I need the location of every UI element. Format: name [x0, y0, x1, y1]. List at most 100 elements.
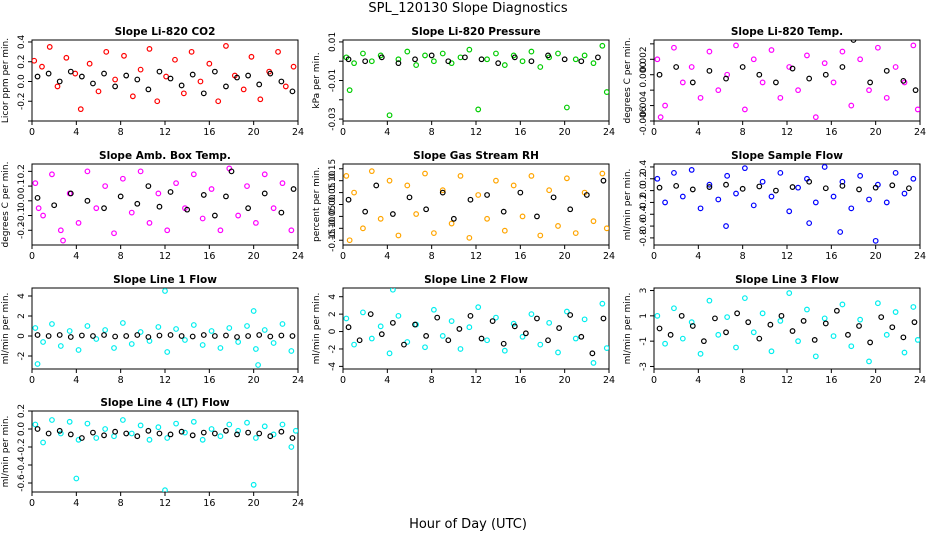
data-point — [448, 220, 455, 227]
y-tick-label: 1 — [639, 313, 649, 319]
x-tick-label: 12 — [159, 251, 171, 262]
data-point-black — [739, 185, 746, 192]
data-point-black — [223, 332, 229, 339]
y-tick-label: -0.006 — [639, 106, 649, 135]
data-point-black — [706, 67, 713, 74]
data-point-black — [478, 56, 485, 63]
data-point — [290, 63, 297, 70]
data-point-black — [256, 332, 263, 338]
data-point — [386, 350, 393, 357]
chart-title: Slope Line 2 Flow — [424, 274, 528, 286]
data-point-black — [467, 312, 474, 319]
data-point — [741, 165, 748, 172]
data-point — [190, 418, 197, 425]
data-point-black — [290, 186, 297, 192]
data-point-black — [545, 337, 551, 344]
x-tick-label: 4 — [73, 375, 79, 386]
data-point — [75, 220, 82, 226]
x-tick-label: 0 — [29, 498, 35, 509]
data-point-black — [889, 182, 896, 189]
data-point — [102, 426, 109, 432]
data-point-black — [789, 65, 796, 72]
data-point — [679, 79, 686, 86]
data-point-black — [445, 337, 452, 344]
data-point — [164, 435, 171, 441]
x-tick-label: 8 — [740, 375, 746, 386]
data-point-black — [517, 189, 524, 196]
data-point-black — [178, 82, 185, 89]
y-axis-label: ml/min per min. — [623, 293, 633, 365]
y-tick-label: -0.8 — [639, 229, 649, 247]
data-point-black — [211, 430, 218, 437]
data-point-black — [911, 319, 918, 326]
data-point — [49, 417, 55, 423]
data-point — [413, 211, 420, 217]
data-point — [173, 180, 179, 187]
x-tick-label: 24 — [914, 127, 926, 138]
x-tick-label: 20 — [559, 251, 571, 262]
data-point-black — [872, 184, 879, 191]
data-point-black — [756, 71, 763, 78]
data-point-black — [34, 73, 41, 80]
data-point — [883, 331, 890, 338]
x-tick-label: 8 — [429, 251, 435, 262]
data-point — [102, 183, 109, 189]
data-point — [688, 64, 695, 70]
chart-panel: Slope Li-820 Temp. degrees C per min. 0 4 8 1… — [623, 26, 926, 138]
data-point-black — [389, 319, 396, 326]
data-point-black — [734, 310, 741, 317]
data-point — [528, 173, 535, 179]
data-point — [715, 196, 722, 203]
data-point — [261, 423, 268, 430]
data-point-black — [78, 435, 85, 441]
data-point — [197, 78, 204, 85]
x-tick-label: 8 — [118, 127, 124, 138]
data-point-black — [412, 56, 418, 63]
data-point — [599, 42, 606, 49]
data-point-black — [101, 205, 107, 212]
x-tick-label: 20 — [248, 375, 260, 386]
x-tick-label: 8 — [118, 251, 124, 262]
data-point — [180, 90, 187, 97]
data-point-black — [833, 307, 840, 314]
y-tick-label: 0.002 — [639, 46, 649, 72]
chart-panel: Slope Li-820 Pressure kPa per min. 0 4 8 12 16… — [312, 26, 615, 138]
data-point-black — [345, 56, 352, 63]
data-point — [182, 337, 188, 343]
data-point — [759, 79, 766, 86]
y-tick-label: -0.05 — [328, 205, 338, 228]
x-tick-label: 24 — [292, 498, 304, 509]
data-point — [208, 328, 215, 334]
data-point — [679, 335, 686, 342]
y-tick-label: -0.2 — [17, 438, 27, 456]
data-point-black — [67, 190, 74, 197]
y-tick-label: -0.2 — [639, 194, 649, 212]
data-point-black — [822, 185, 829, 192]
data-point — [360, 309, 366, 316]
data-point-black — [123, 72, 130, 79]
data-point-black — [234, 431, 240, 438]
data-point-black — [712, 315, 718, 322]
data-point-black — [806, 75, 813, 82]
data-point — [759, 310, 766, 317]
figure-title: SPL_120130 Slope Diagnostics — [368, 1, 568, 16]
data-point — [377, 215, 384, 222]
data-point-black — [756, 335, 763, 342]
data-point — [137, 422, 144, 429]
data-point — [857, 56, 864, 63]
data-point — [572, 56, 579, 63]
data-point — [248, 53, 255, 60]
data-point — [901, 349, 908, 356]
data-point — [137, 66, 144, 73]
plot-frame — [653, 163, 921, 246]
data-point-black — [401, 341, 407, 348]
data-point-black — [467, 196, 474, 203]
data-point-black — [234, 74, 240, 81]
points-layer — [32, 43, 297, 113]
data-point-black — [278, 332, 285, 339]
x-tick-label: 20 — [870, 127, 882, 138]
data-point-black — [117, 193, 124, 200]
data-point-black — [189, 71, 196, 78]
data-point — [199, 436, 206, 443]
data-point — [892, 64, 899, 70]
